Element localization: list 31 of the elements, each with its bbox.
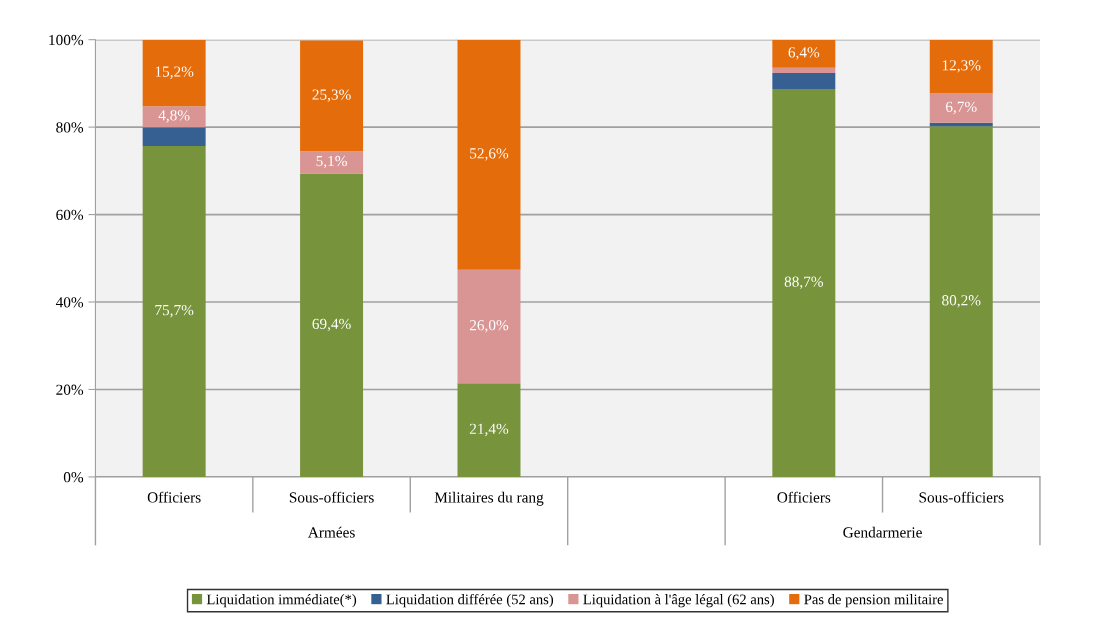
data-label: 25,3% [312, 89, 351, 102]
data-label: 6,4% [788, 47, 820, 60]
text: Armées [307, 526, 355, 538]
data-label: 69,4% [312, 318, 351, 332]
data-label: 75,7% [155, 304, 194, 318]
x-tick-label: Officiers [147, 491, 201, 503]
y-tick-label: 80% [56, 122, 84, 133]
y-tick-label: 40% [55, 297, 84, 308]
data-label: 15,2% [155, 66, 194, 79]
y-tick-label: 60% [56, 209, 84, 221]
x-tick-label: Militaires du rang [434, 491, 544, 506]
y-tick-label: 20% [56, 384, 84, 395]
legend-label: Liquidation différée (52 ans) [386, 593, 554, 608]
x-tick-label: Sous-officiers [919, 491, 1004, 503]
data-label: 4,8% [158, 110, 190, 123]
y-tick-label: 100% [49, 34, 84, 46]
y-tick-label: 0% [63, 472, 84, 483]
legend-label: Pas de pension militaire [804, 594, 943, 608]
legend-label: Liquidation immédiate(*) [206, 594, 357, 608]
data-label: 21,4% [469, 423, 509, 437]
x-tick-label: Sous-officiers [289, 491, 374, 503]
x-tick-label: Officiers [777, 491, 831, 503]
data-label: 52,6% [470, 148, 509, 161]
data-label: 6,7% [945, 101, 977, 115]
data-label: 12,3% [942, 60, 981, 73]
data-label: 80,2% [942, 295, 981, 308]
data-label: 5,1% [316, 155, 347, 169]
data-label: 88,7% [784, 276, 824, 290]
text: Gendarmerie [843, 526, 922, 538]
data-label: 26,0% [469, 320, 509, 333]
legend-label: Liquidation à l'âge légal (62 ans) [583, 594, 774, 608]
